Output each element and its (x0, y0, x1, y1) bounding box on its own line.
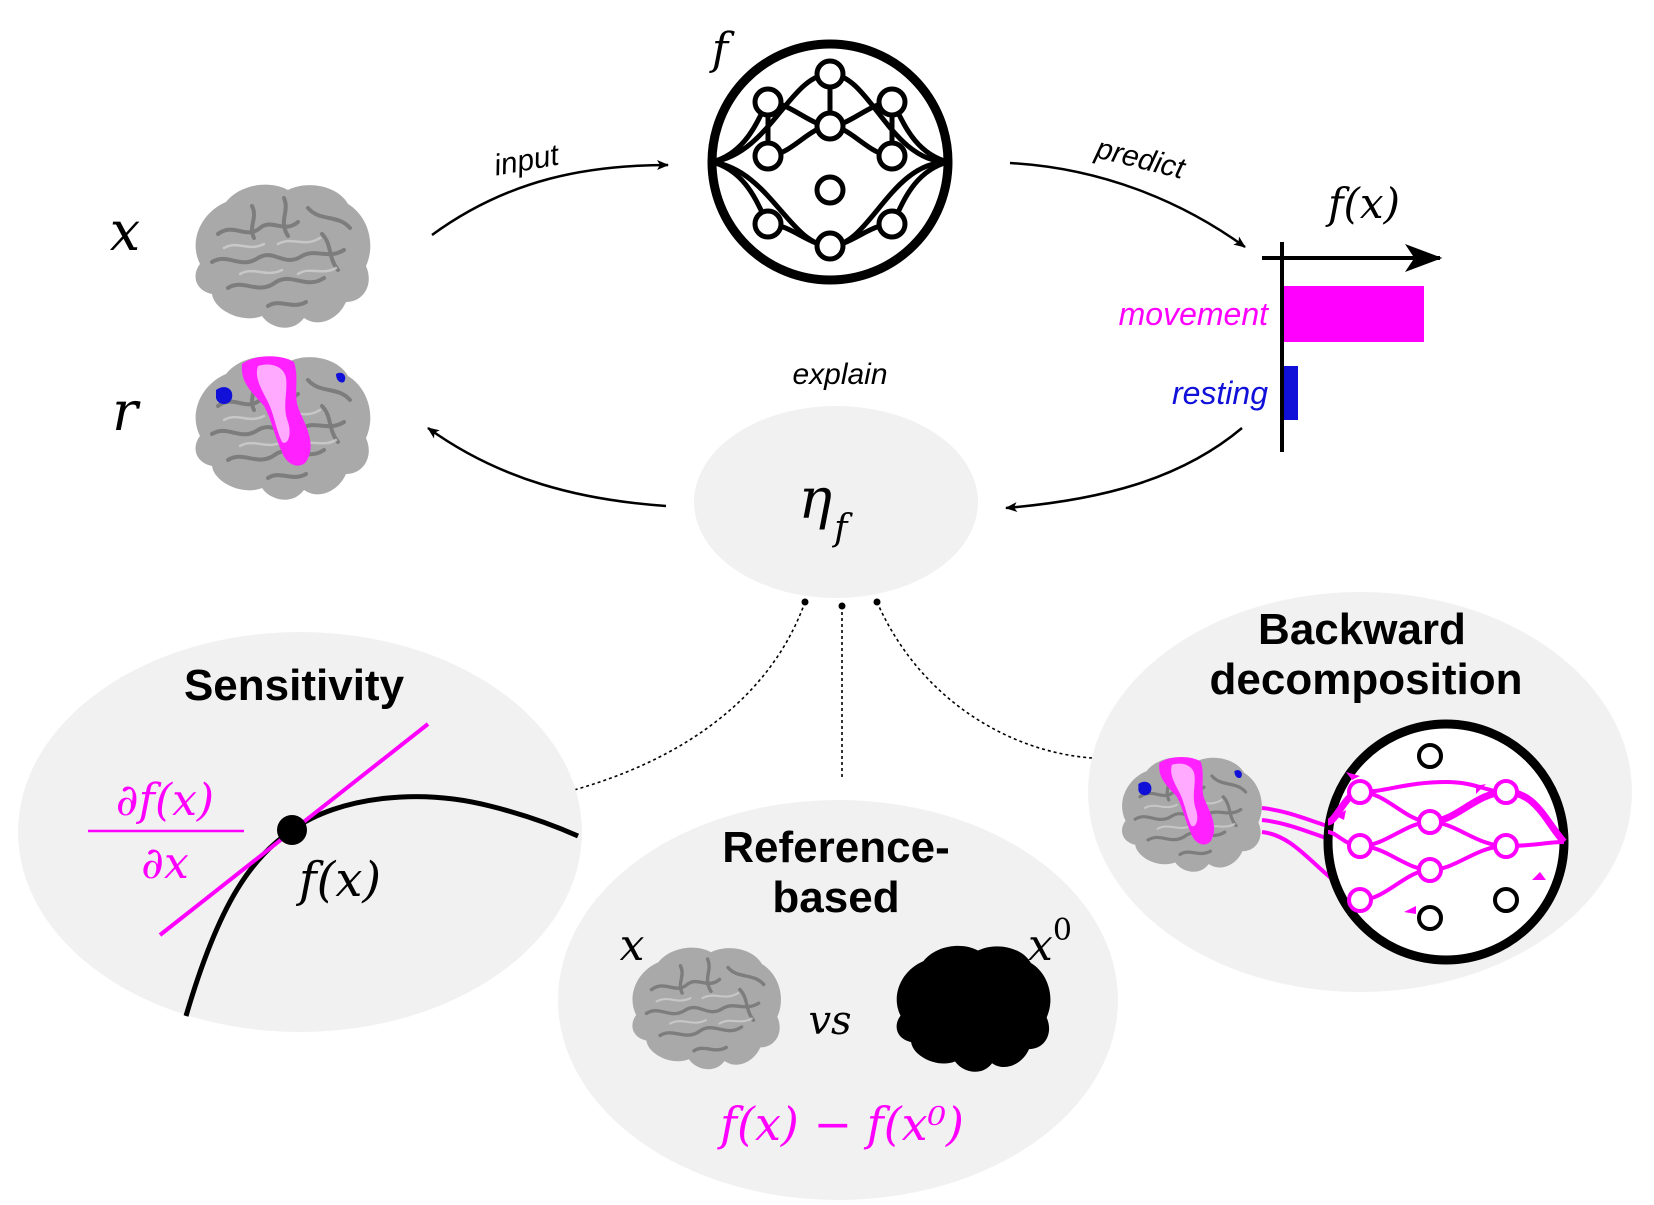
connector-sensitivity (573, 601, 806, 791)
relevance-brain-icon (196, 356, 371, 499)
reference-x-symbol: x (620, 920, 645, 971)
derivative-numerator: ∂f(x) (116, 775, 214, 826)
relevance-r-symbol: r (112, 380, 141, 443)
backward-title-line1: Backward (1258, 605, 1466, 654)
sensitivity-title: Sensitivity (184, 661, 405, 710)
reference-baseline-brain-silhouette (896, 945, 1051, 1072)
reference-title-line1: Reference- (722, 823, 949, 872)
backward-title-line2: decomposition (1210, 655, 1523, 704)
explain-label: explain (792, 358, 887, 391)
input-label: input (491, 138, 562, 182)
prediction-bar-label-movement: movement (1119, 296, 1270, 332)
prediction-bar-chart: f(x) movement resting (1119, 179, 1443, 452)
reference-bubble (558, 800, 1118, 1200)
backward-network-icon (1323, 719, 1569, 965)
model-f-symbol: f (709, 24, 735, 75)
input-arrow (431, 160, 669, 237)
prediction-bar-movement (1284, 286, 1424, 342)
predict-label: predict (1092, 132, 1190, 186)
prediction-bar-resting (1284, 366, 1298, 420)
input-brain-icon (193, 182, 373, 330)
reference-title-line2: based (772, 873, 899, 922)
explain-arrow-right (1005, 427, 1243, 513)
network-icon (707, 39, 953, 285)
reference-x0-symbol: x0 (1028, 913, 1072, 971)
prediction-axis-label: f(x) (1325, 179, 1400, 228)
explain-arrow-left (427, 426, 667, 508)
sensitivity-function-curve (183, 794, 580, 1017)
connector-backward (876, 601, 1093, 759)
derivative-denominator: ∂x (141, 838, 189, 889)
reference-formula: f(x) − f(x⁰) (717, 1097, 964, 1151)
sensitivity-point (277, 815, 307, 845)
predict-arrow (1009, 161, 1246, 249)
explanation-bubble (694, 406, 978, 598)
sensitivity-point-label: f(x) (296, 852, 381, 908)
prediction-bar-label-resting: resting (1172, 375, 1268, 411)
input-x-symbol: x (110, 200, 140, 263)
reference-vs-label: vs (808, 998, 851, 1044)
